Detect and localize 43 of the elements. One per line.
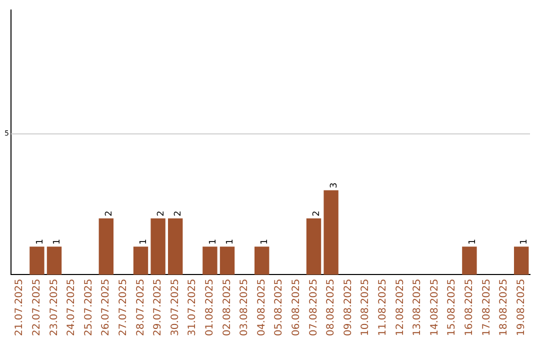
x-tick-label: 14.08.2025: [429, 278, 440, 336]
x-tick-label: 27.07.2025: [118, 278, 130, 336]
data-label: 1: [208, 238, 218, 245]
x-tick-label: 08.08.2025: [326, 278, 337, 336]
x-tick-label: 15.08.2025: [446, 278, 458, 336]
x-tick-label: 10.08.2025: [360, 278, 372, 336]
x-tick-label: 13.08.2025: [412, 278, 424, 336]
x-tick-label: 19.08.2025: [516, 278, 527, 336]
data-label: 2: [104, 210, 114, 216]
x-tick-label: 30.07.2025: [170, 278, 181, 336]
x-tick-label: 04.08.2025: [256, 278, 268, 336]
x-tick-label: 26.07.2025: [100, 278, 112, 336]
x-tick-label: 25.07.2025: [83, 278, 94, 336]
data-label: 2: [156, 210, 166, 216]
x-tick-label: 06.08.2025: [291, 278, 302, 336]
x-tick-label: 29.07.2025: [152, 278, 164, 336]
data-label: 3: [329, 182, 340, 188]
data-label: 1: [520, 238, 530, 245]
data-label: 1: [260, 238, 270, 245]
data-label: 1: [139, 238, 150, 245]
x-tick-label: 07.08.2025: [308, 278, 320, 336]
data-label: 1: [52, 238, 63, 245]
x-tick-label: 31.07.2025: [187, 278, 198, 336]
x-tick-label: 03.08.2025: [239, 278, 250, 336]
x-tick-label: 18.08.2025: [498, 278, 510, 336]
data-label: 2: [174, 210, 184, 216]
x-tick-label: 09.08.2025: [342, 278, 354, 336]
data-label: 2: [312, 210, 322, 216]
x-tick-label: 12.08.2025: [394, 278, 406, 336]
data-label: 1: [226, 238, 236, 245]
x-tick-label: 23.07.2025: [48, 278, 60, 336]
data-label: 1: [468, 238, 478, 245]
x-tick-label: 16.08.2025: [464, 278, 476, 336]
x-tick-label: 24.07.2025: [66, 278, 78, 336]
x-tick-label: 21.07.2025: [14, 278, 26, 336]
x-tick-label: 28.07.2025: [135, 278, 146, 336]
x-tick-label: 02.08.2025: [222, 278, 233, 336]
x-tick-label: 11.08.2025: [378, 278, 389, 336]
x-tick-label: 22.07.2025: [32, 278, 43, 336]
x-tick-label: 01.08.2025: [204, 278, 216, 336]
x-tick-label: 05.08.2025: [274, 278, 285, 336]
x-tick-label: 17.08.2025: [481, 278, 492, 336]
data-label: 1: [35, 238, 46, 245]
